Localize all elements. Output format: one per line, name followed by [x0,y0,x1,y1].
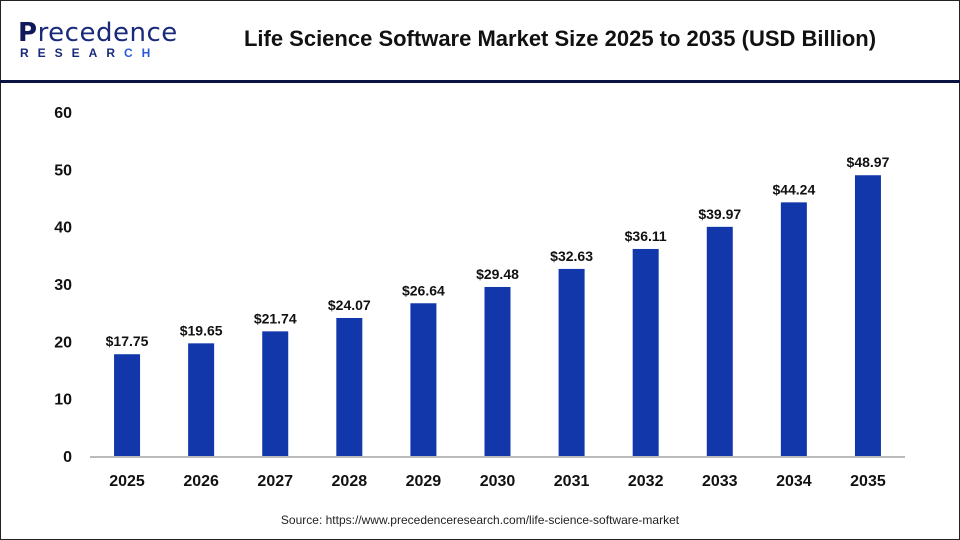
y-tick-label: 60 [54,105,72,122]
x-tick-label: 2029 [406,473,442,490]
bar [114,354,141,456]
precedence-research-logo: Precedence RESEARCH [18,18,178,60]
header: Precedence RESEARCH Life Science Softwar… [0,0,960,83]
y-tick-label: 40 [54,220,72,237]
x-tick-label: 2034 [776,473,812,490]
x-tick-label: 2026 [183,473,219,490]
bar [558,268,585,456]
bar [632,248,659,456]
data-label: $24.07 [328,297,371,313]
x-tick-label: 2031 [554,473,590,490]
y-tick-label: 20 [54,334,72,351]
y-tick-label: 0 [63,449,72,466]
x-tick-label: 2025 [109,473,145,490]
bar [780,202,807,456]
y-tick-label: 50 [54,162,72,179]
data-label: $17.75 [106,333,149,349]
bar [262,331,289,456]
data-label: $19.65 [180,322,223,338]
y-tick-label: 30 [54,277,72,294]
source-note: Source: https://www.precedenceresearch.c… [280,513,680,527]
data-label: $26.64 [402,282,445,298]
x-tick-label: 2030 [480,473,516,490]
x-tick-label: 2033 [702,473,738,490]
bar [188,343,215,456]
data-label: $32.63 [550,248,593,264]
bar [484,286,511,456]
data-label: $29.48 [476,266,519,282]
y-tick-label: 10 [54,392,72,409]
x-tick-label: 2035 [850,473,886,490]
data-label: $39.97 [698,206,741,222]
chart-title: Life Science Software Market Size 2025 t… [243,26,877,51]
data-label: $21.74 [254,310,297,326]
data-label: $36.11 [625,228,667,244]
bar [706,226,733,456]
x-tick-label: 2032 [628,473,664,490]
bar [336,317,363,456]
data-label: $48.97 [847,154,890,170]
bar [854,175,881,457]
bar [410,303,437,456]
data-label: $44.24 [772,181,815,197]
x-tick-label: 2028 [332,473,368,490]
x-tick-label: 2027 [257,473,293,490]
